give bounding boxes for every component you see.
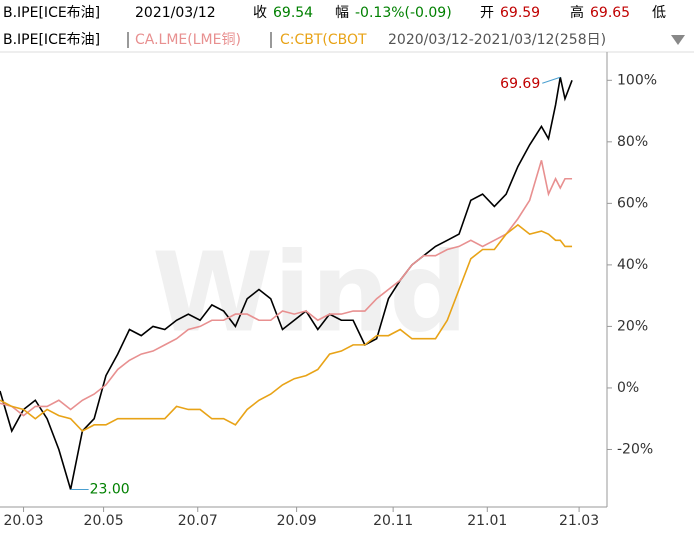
legend-entry: C:CBT(CBOT — [280, 32, 367, 48]
header-symbol: B.IPE[ICE布油] — [3, 5, 100, 21]
legend-entry: B.IPE[ICE布油] — [3, 32, 100, 48]
x-tick-label: 20.11 — [373, 513, 413, 529]
header-value: 69.59 — [500, 5, 540, 21]
header-label: 开 — [480, 5, 494, 21]
y-tick-label: 40% — [617, 257, 648, 273]
x-tick-label: 21.03 — [559, 513, 599, 529]
annotation-leader — [542, 76, 561, 84]
header-date: 2021/03/12 — [135, 5, 216, 21]
series-line — [0, 160, 573, 417]
header-value: -0.13%(-0.09) — [355, 5, 452, 21]
dropdown-icon[interactable] — [671, 35, 685, 45]
legend-entry: CA.LME(LME铜) — [135, 32, 241, 48]
header-value: 69.65 — [590, 5, 630, 21]
x-tick-label: 20.07 — [178, 513, 218, 529]
max-annotation: 69.69 — [500, 76, 540, 92]
y-tick-label: 0% — [617, 380, 639, 396]
x-tick-label: 20.03 — [3, 513, 43, 529]
y-tick-label: -20% — [617, 441, 653, 457]
y-tick-label: 60% — [617, 195, 648, 211]
y-tick-label: 80% — [617, 134, 648, 150]
min-annotation: 23.00 — [90, 481, 130, 497]
y-tick-label: 20% — [617, 318, 648, 334]
series-line — [0, 77, 573, 490]
x-tick-label: 20.05 — [84, 513, 124, 529]
header-label: 幅 — [335, 5, 349, 21]
series-line — [0, 223, 573, 433]
header-label: 低 — [652, 5, 666, 21]
watermark: Wind — [152, 228, 468, 356]
header-label: 高 — [570, 4, 584, 21]
x-tick-label: 20.09 — [277, 513, 317, 529]
header-value: 69.54 — [273, 5, 313, 21]
x-tick-label: 21.01 — [467, 513, 507, 529]
header-label: 收 — [253, 5, 267, 21]
y-tick-label: 100% — [617, 72, 657, 88]
date-range: 2020/03/12-2021/03/12(258日) — [388, 32, 606, 48]
